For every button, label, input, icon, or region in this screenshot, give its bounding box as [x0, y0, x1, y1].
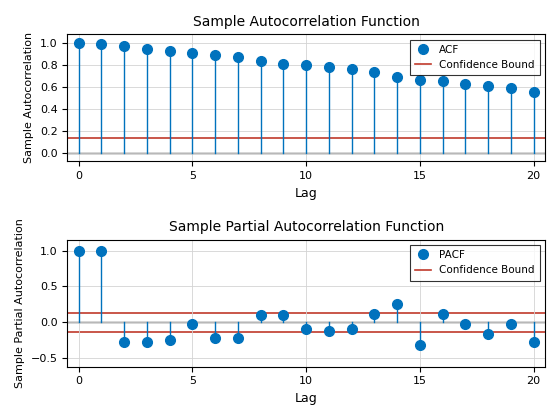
PACF [189, 322, 196, 327]
PACF [75, 248, 82, 253]
PACF [303, 327, 310, 332]
ACF [189, 50, 196, 55]
PACF [212, 336, 218, 341]
PACF [417, 343, 423, 348]
Y-axis label: Sample Autocorrelation: Sample Autocorrelation [24, 32, 34, 163]
PACF [166, 338, 173, 343]
ACF [280, 61, 287, 66]
Confidence Bound [98, 136, 105, 141]
Line: PACF: PACF [74, 246, 539, 350]
ACF [121, 44, 128, 49]
ACF [439, 79, 446, 84]
ACF [530, 90, 537, 95]
PACF [325, 328, 332, 333]
X-axis label: Lag: Lag [295, 186, 318, 199]
PACF [462, 322, 469, 327]
Confidence Bound [98, 310, 105, 315]
ACF [166, 48, 173, 53]
ACF [417, 78, 423, 83]
PACF [530, 339, 537, 344]
PACF [394, 302, 400, 307]
PACF [507, 321, 514, 326]
PACF [121, 340, 128, 345]
ACF [143, 46, 150, 51]
ACF [303, 63, 310, 68]
Confidence Bound [75, 310, 82, 315]
Legend: ACF, Confidence Bound: ACF, Confidence Bound [410, 39, 540, 75]
PACF [257, 312, 264, 318]
ACF [462, 81, 469, 86]
PACF [371, 312, 378, 317]
PACF [348, 326, 355, 331]
ACF [212, 52, 218, 58]
PACF [235, 336, 241, 341]
Line: ACF: ACF [74, 38, 539, 97]
PACF [143, 340, 150, 345]
Y-axis label: Sample Partial Autocorrelation: Sample Partial Autocorrelation [15, 218, 25, 388]
ACF [98, 42, 105, 47]
Legend: PACF, Confidence Bound: PACF, Confidence Bound [410, 245, 540, 281]
Confidence Bound [75, 136, 82, 141]
PACF [439, 311, 446, 316]
ACF [394, 74, 400, 79]
ACF [235, 55, 241, 60]
ACF [485, 83, 492, 88]
ACF [257, 58, 264, 63]
PACF [280, 312, 287, 318]
Title: Sample Autocorrelation Function: Sample Autocorrelation Function [193, 15, 419, 29]
ACF [507, 85, 514, 90]
PACF [485, 332, 492, 337]
X-axis label: Lag: Lag [295, 392, 318, 405]
ACF [75, 41, 82, 46]
ACF [348, 67, 355, 72]
ACF [325, 65, 332, 70]
ACF [371, 69, 378, 74]
Title: Sample Partial Autocorrelation Function: Sample Partial Autocorrelation Function [169, 220, 444, 234]
PACF [98, 248, 105, 253]
